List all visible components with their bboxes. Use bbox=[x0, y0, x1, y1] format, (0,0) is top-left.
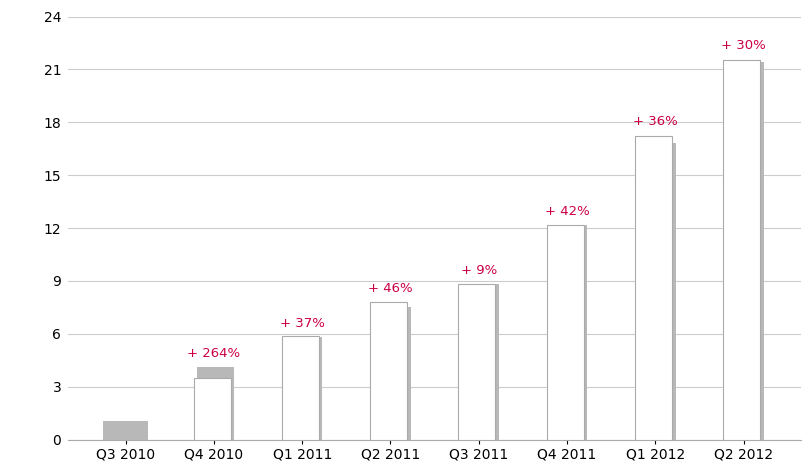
Bar bbox=[726, 61, 763, 439]
Bar bbox=[197, 368, 234, 439]
Bar bbox=[458, 284, 495, 439]
Bar bbox=[634, 136, 672, 439]
Text: + 36%: + 36% bbox=[632, 114, 677, 128]
Text: + 37%: + 37% bbox=[280, 317, 324, 330]
Text: + 9%: + 9% bbox=[460, 264, 496, 278]
Bar bbox=[461, 284, 499, 439]
Bar bbox=[103, 421, 148, 439]
Bar bbox=[281, 336, 319, 439]
Text: + 264%: + 264% bbox=[187, 347, 240, 360]
Bar bbox=[370, 302, 407, 439]
Bar bbox=[285, 337, 322, 439]
Text: + 46%: + 46% bbox=[367, 282, 412, 295]
Bar bbox=[550, 226, 586, 439]
Bar bbox=[637, 143, 675, 439]
Bar bbox=[723, 60, 759, 439]
Text: + 30%: + 30% bbox=[720, 39, 765, 52]
Bar bbox=[373, 307, 410, 439]
Bar bbox=[546, 225, 583, 439]
Bar bbox=[193, 378, 230, 439]
Text: + 42%: + 42% bbox=[544, 204, 589, 218]
